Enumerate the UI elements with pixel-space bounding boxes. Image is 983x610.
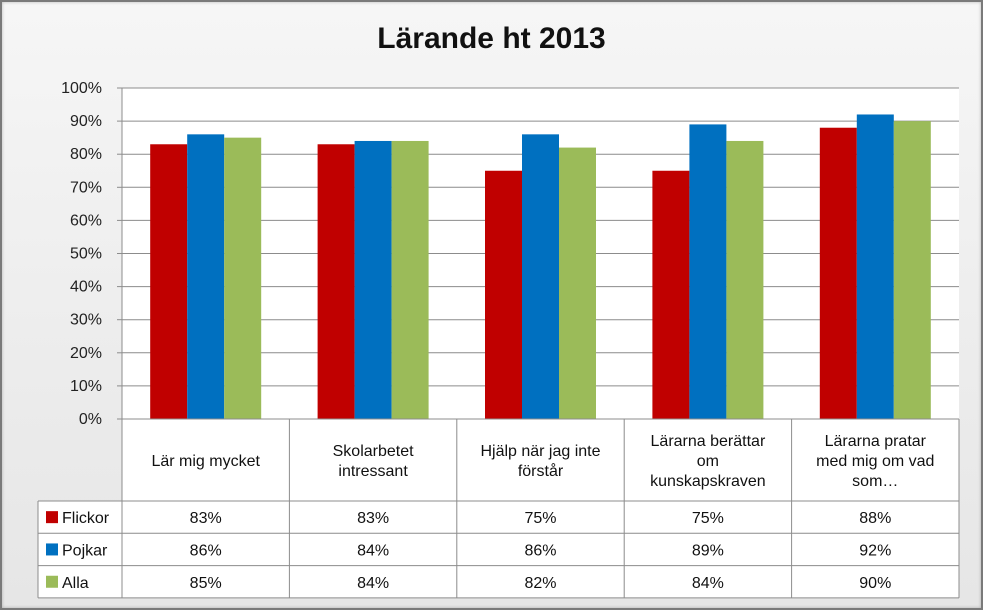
table-value: 84% — [357, 542, 389, 559]
category-label: Skolarbetet intressant — [333, 443, 414, 480]
category-label: Hjälp när jag inte förstår — [480, 443, 600, 480]
y-tick-label: 70% — [70, 179, 102, 196]
table-header-bg — [122, 419, 959, 501]
table-value: 90% — [859, 575, 891, 592]
category-label-line: Lärarna berättar — [651, 433, 766, 450]
bar-pojkar — [856, 114, 894, 419]
category-label-line: kunskapskraven — [650, 473, 766, 490]
category-label: Lärarna berättar om kunskapskraven — [650, 433, 766, 490]
legend-label: Pojkar — [62, 542, 108, 559]
bar-flickor — [652, 170, 690, 419]
table-value: 89% — [692, 542, 724, 559]
category-label-line: om — [697, 453, 719, 470]
table-value: 84% — [692, 575, 724, 592]
legend-key-alla — [46, 575, 58, 588]
y-tick-label: 10% — [70, 378, 102, 395]
bar-flickor — [819, 127, 857, 419]
table-body-bg — [38, 501, 959, 598]
category-label: Lärarna pratar med mig om vad som… — [816, 433, 934, 490]
bar-flickor — [150, 144, 188, 419]
category-label-line: Skolarbetet — [333, 443, 414, 460]
category-label-line: Lär mig mycket — [151, 453, 260, 470]
table-value: 83% — [190, 510, 222, 527]
bar-alla — [726, 140, 764, 419]
bar-pojkar — [522, 134, 559, 419]
bar-alla — [391, 140, 429, 419]
table-value: 86% — [524, 542, 556, 559]
chart-title: Lärande ht 2013 — [377, 22, 606, 55]
table-value: 92% — [859, 542, 891, 559]
category-label-line: som… — [852, 473, 898, 490]
y-tick-label: 50% — [70, 246, 102, 263]
y-tick-label: 40% — [70, 279, 102, 296]
table-value: 75% — [692, 510, 724, 527]
y-tick-label: 0% — [79, 411, 102, 428]
table-value: 75% — [524, 510, 556, 527]
legend-label: Alla — [62, 575, 89, 592]
table-value: 84% — [357, 575, 389, 592]
table-value: 83% — [357, 510, 389, 527]
bar-pojkar — [354, 140, 392, 419]
bar-alla — [224, 137, 262, 419]
category-label-line: Hjälp när jag inte — [480, 443, 600, 460]
bar-pojkar — [187, 134, 225, 419]
y-tick-label: 30% — [70, 312, 102, 329]
bar-alla — [893, 121, 931, 419]
y-tick-label: 20% — [70, 345, 102, 362]
category-label: Lär mig mycket — [151, 453, 260, 470]
table-value: 82% — [524, 575, 556, 592]
table-value: 88% — [859, 510, 891, 527]
bar-flickor — [317, 144, 355, 419]
category-label-line: intressant — [338, 463, 408, 480]
legend-key-pojkar — [46, 543, 58, 556]
table-value: 86% — [190, 542, 222, 559]
bar-pojkar — [689, 124, 727, 419]
category-label-line: Lärarna pratar — [825, 433, 927, 450]
table-value: 85% — [190, 575, 222, 592]
y-tick-label: 80% — [70, 146, 102, 163]
category-label-line: förstår — [518, 462, 564, 480]
legend-key-flickor — [46, 511, 58, 524]
y-tick-label: 90% — [70, 113, 102, 130]
y-tick-label: 60% — [70, 212, 102, 229]
bar-alla — [559, 147, 596, 419]
category-label-line: med mig om vad — [816, 453, 934, 470]
y-tick-label: 100% — [61, 80, 102, 97]
legend-label: Flickor — [62, 510, 110, 527]
bar-flickor — [485, 170, 522, 419]
